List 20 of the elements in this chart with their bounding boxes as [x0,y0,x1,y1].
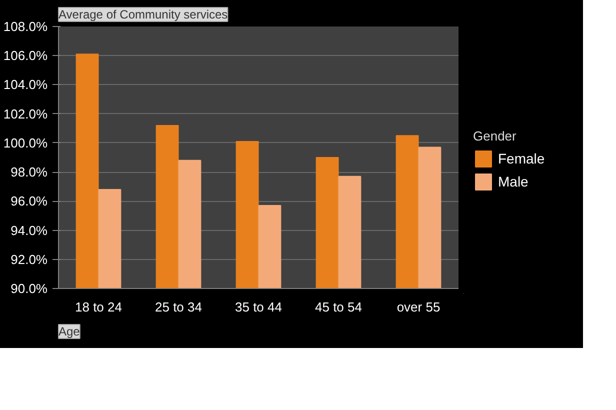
legend-label: Male [498,173,528,189]
chart-title: Average of Community services [58,8,228,22]
x-axis-title: Age [58,324,80,338]
x-tick-label: 35 to 44 [235,300,282,314]
y-tick-label: 96.0% [10,194,48,209]
x-tick-label: 18 to 24 [75,300,122,314]
y-tick-label: 100.0% [3,135,48,150]
y-tick-label: 108.0% [3,19,48,34]
legend-label: Female [498,150,545,166]
y-tick-label: 94.0% [10,222,48,238]
x-tick-label: over 55 [396,300,440,314]
y-tick-label: 92.0% [10,252,48,267]
y-tick-label: 104.0% [3,77,48,92]
y-tick-label: 106.0% [3,48,48,64]
legend-title: Gender [473,128,518,143]
y-tick-label: 90.0% [10,281,48,296]
x-tick-label: 25 to 34 [155,300,202,314]
x-tick-label: 45 to 54 [315,300,362,314]
y-tick-label: 98.0% [10,164,48,180]
y-tick-label: 102.0% [3,106,48,122]
